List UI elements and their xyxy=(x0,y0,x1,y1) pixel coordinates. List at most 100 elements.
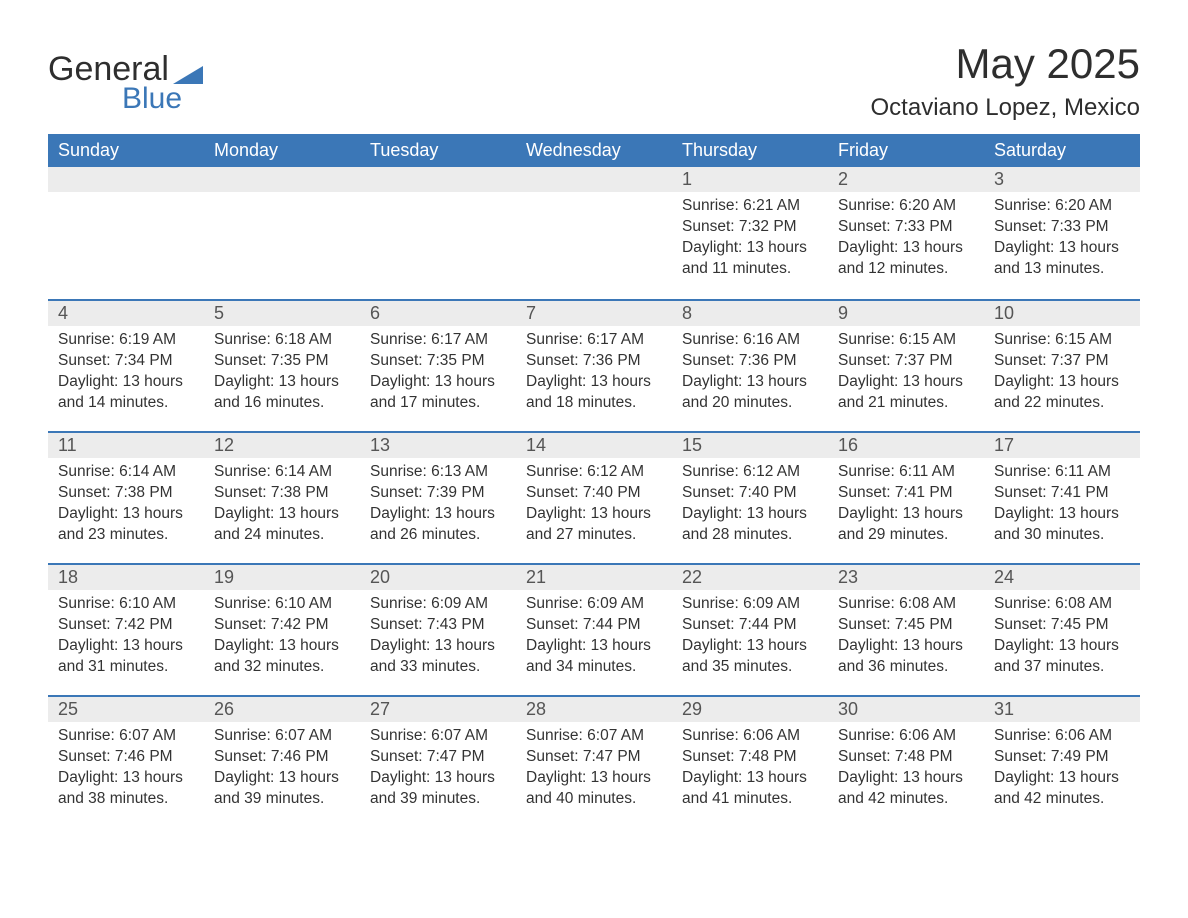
sunrise-line: Sunrise: 6:10 AM xyxy=(58,594,194,615)
day-content: Sunrise: 6:07 AMSunset: 7:46 PMDaylight:… xyxy=(204,722,360,814)
weekday-header: Sunday xyxy=(48,134,204,167)
day-content: Sunrise: 6:11 AMSunset: 7:41 PMDaylight:… xyxy=(984,458,1140,550)
calendar-day-cell: 13Sunrise: 6:13 AMSunset: 7:39 PMDayligh… xyxy=(360,431,516,563)
sunrise-line: Sunrise: 6:06 AM xyxy=(838,726,974,747)
day-number: 3 xyxy=(984,167,1140,192)
day-number: 19 xyxy=(204,563,360,590)
day-content: Sunrise: 6:15 AMSunset: 7:37 PMDaylight:… xyxy=(984,326,1140,418)
sunrise-line: Sunrise: 6:14 AM xyxy=(214,462,350,483)
sunset-line: Sunset: 7:40 PM xyxy=(526,483,662,504)
calendar-day-cell: 21Sunrise: 6:09 AMSunset: 7:44 PMDayligh… xyxy=(516,563,672,695)
day-content: Sunrise: 6:10 AMSunset: 7:42 PMDaylight:… xyxy=(204,590,360,682)
day-number: 20 xyxy=(360,563,516,590)
daylight-line: Daylight: 13 hours and 33 minutes. xyxy=(370,636,506,678)
day-content: Sunrise: 6:17 AMSunset: 7:35 PMDaylight:… xyxy=(360,326,516,418)
calendar-day-cell: 18Sunrise: 6:10 AMSunset: 7:42 PMDayligh… xyxy=(48,563,204,695)
daylight-line: Daylight: 13 hours and 41 minutes. xyxy=(682,768,818,810)
daylight-line: Daylight: 13 hours and 24 minutes. xyxy=(214,504,350,546)
sunset-line: Sunset: 7:42 PM xyxy=(214,615,350,636)
calendar-row: 1Sunrise: 6:21 AMSunset: 7:32 PMDaylight… xyxy=(48,167,1140,299)
sunset-line: Sunset: 7:47 PM xyxy=(526,747,662,768)
day-number: 7 xyxy=(516,299,672,326)
sunset-line: Sunset: 7:49 PM xyxy=(994,747,1130,768)
calendar-day-cell: 26Sunrise: 6:07 AMSunset: 7:46 PMDayligh… xyxy=(204,695,360,827)
sunset-line: Sunset: 7:46 PM xyxy=(58,747,194,768)
sunset-line: Sunset: 7:37 PM xyxy=(994,351,1130,372)
daylight-line: Daylight: 13 hours and 39 minutes. xyxy=(370,768,506,810)
day-content: Sunrise: 6:06 AMSunset: 7:49 PMDaylight:… xyxy=(984,722,1140,814)
daylight-line: Daylight: 13 hours and 18 minutes. xyxy=(526,372,662,414)
header: General Blue May 2025 Octaviano Lopez, M… xyxy=(48,40,1140,122)
daylight-line: Daylight: 13 hours and 31 minutes. xyxy=(58,636,194,678)
day-content: Sunrise: 6:10 AMSunset: 7:42 PMDaylight:… xyxy=(48,590,204,682)
daylight-line: Daylight: 13 hours and 16 minutes. xyxy=(214,372,350,414)
sunrise-line: Sunrise: 6:15 AM xyxy=(838,330,974,351)
sunset-line: Sunset: 7:46 PM xyxy=(214,747,350,768)
sunrise-line: Sunrise: 6:09 AM xyxy=(682,594,818,615)
calendar-day-cell: 5Sunrise: 6:18 AMSunset: 7:35 PMDaylight… xyxy=(204,299,360,431)
day-content: Sunrise: 6:14 AMSunset: 7:38 PMDaylight:… xyxy=(48,458,204,550)
calendar-day-cell: 15Sunrise: 6:12 AMSunset: 7:40 PMDayligh… xyxy=(672,431,828,563)
calendar-day-cell: 17Sunrise: 6:11 AMSunset: 7:41 PMDayligh… xyxy=(984,431,1140,563)
sunrise-line: Sunrise: 6:13 AM xyxy=(370,462,506,483)
calendar-empty-cell xyxy=(204,167,360,299)
sunrise-line: Sunrise: 6:08 AM xyxy=(838,594,974,615)
day-content: Sunrise: 6:19 AMSunset: 7:34 PMDaylight:… xyxy=(48,326,204,418)
calendar-row: 11Sunrise: 6:14 AMSunset: 7:38 PMDayligh… xyxy=(48,431,1140,563)
calendar-day-cell: 11Sunrise: 6:14 AMSunset: 7:38 PMDayligh… xyxy=(48,431,204,563)
sunset-line: Sunset: 7:44 PM xyxy=(682,615,818,636)
calendar-empty-cell xyxy=(516,167,672,299)
weekday-header: Saturday xyxy=(984,134,1140,167)
daylight-line: Daylight: 13 hours and 40 minutes. xyxy=(526,768,662,810)
sunrise-line: Sunrise: 6:21 AM xyxy=(682,196,818,217)
sunrise-line: Sunrise: 6:06 AM xyxy=(994,726,1130,747)
day-number: 8 xyxy=(672,299,828,326)
day-content: Sunrise: 6:12 AMSunset: 7:40 PMDaylight:… xyxy=(672,458,828,550)
empty-day-bar xyxy=(516,167,672,192)
day-number: 13 xyxy=(360,431,516,458)
day-number: 25 xyxy=(48,695,204,722)
empty-day-bar xyxy=(204,167,360,192)
sunrise-line: Sunrise: 6:07 AM xyxy=(214,726,350,747)
daylight-line: Daylight: 13 hours and 27 minutes. xyxy=(526,504,662,546)
day-content: Sunrise: 6:20 AMSunset: 7:33 PMDaylight:… xyxy=(828,192,984,284)
daylight-line: Daylight: 13 hours and 35 minutes. xyxy=(682,636,818,678)
calendar-empty-cell xyxy=(360,167,516,299)
sunrise-line: Sunrise: 6:07 AM xyxy=(370,726,506,747)
calendar-row: 25Sunrise: 6:07 AMSunset: 7:46 PMDayligh… xyxy=(48,695,1140,827)
sunrise-line: Sunrise: 6:16 AM xyxy=(682,330,818,351)
sunset-line: Sunset: 7:40 PM xyxy=(682,483,818,504)
sunrise-line: Sunrise: 6:17 AM xyxy=(526,330,662,351)
sunset-line: Sunset: 7:41 PM xyxy=(994,483,1130,504)
weekday-header: Friday xyxy=(828,134,984,167)
day-number: 12 xyxy=(204,431,360,458)
day-number: 2 xyxy=(828,167,984,192)
day-content: Sunrise: 6:16 AMSunset: 7:36 PMDaylight:… xyxy=(672,326,828,418)
sunset-line: Sunset: 7:32 PM xyxy=(682,217,818,238)
calendar-day-cell: 7Sunrise: 6:17 AMSunset: 7:36 PMDaylight… xyxy=(516,299,672,431)
daylight-line: Daylight: 13 hours and 28 minutes. xyxy=(682,504,818,546)
weekday-header: Thursday xyxy=(672,134,828,167)
calendar-day-cell: 2Sunrise: 6:20 AMSunset: 7:33 PMDaylight… xyxy=(828,167,984,299)
daylight-line: Daylight: 13 hours and 13 minutes. xyxy=(994,238,1130,280)
sunset-line: Sunset: 7:39 PM xyxy=(370,483,506,504)
daylight-line: Daylight: 13 hours and 29 minutes. xyxy=(838,504,974,546)
sunrise-line: Sunrise: 6:09 AM xyxy=(526,594,662,615)
sunset-line: Sunset: 7:48 PM xyxy=(838,747,974,768)
calendar-day-cell: 31Sunrise: 6:06 AMSunset: 7:49 PMDayligh… xyxy=(984,695,1140,827)
day-number: 16 xyxy=(828,431,984,458)
sunrise-line: Sunrise: 6:20 AM xyxy=(994,196,1130,217)
daylight-line: Daylight: 13 hours and 37 minutes. xyxy=(994,636,1130,678)
sunrise-line: Sunrise: 6:20 AM xyxy=(838,196,974,217)
calendar-day-cell: 20Sunrise: 6:09 AMSunset: 7:43 PMDayligh… xyxy=(360,563,516,695)
logo: General Blue xyxy=(48,40,203,114)
day-number: 9 xyxy=(828,299,984,326)
day-content: Sunrise: 6:18 AMSunset: 7:35 PMDaylight:… xyxy=(204,326,360,418)
day-content: Sunrise: 6:09 AMSunset: 7:43 PMDaylight:… xyxy=(360,590,516,682)
sunrise-line: Sunrise: 6:07 AM xyxy=(526,726,662,747)
sunset-line: Sunset: 7:33 PM xyxy=(838,217,974,238)
day-content: Sunrise: 6:07 AMSunset: 7:47 PMDaylight:… xyxy=(516,722,672,814)
sunrise-line: Sunrise: 6:11 AM xyxy=(838,462,974,483)
daylight-line: Daylight: 13 hours and 11 minutes. xyxy=(682,238,818,280)
sunrise-line: Sunrise: 6:09 AM xyxy=(370,594,506,615)
